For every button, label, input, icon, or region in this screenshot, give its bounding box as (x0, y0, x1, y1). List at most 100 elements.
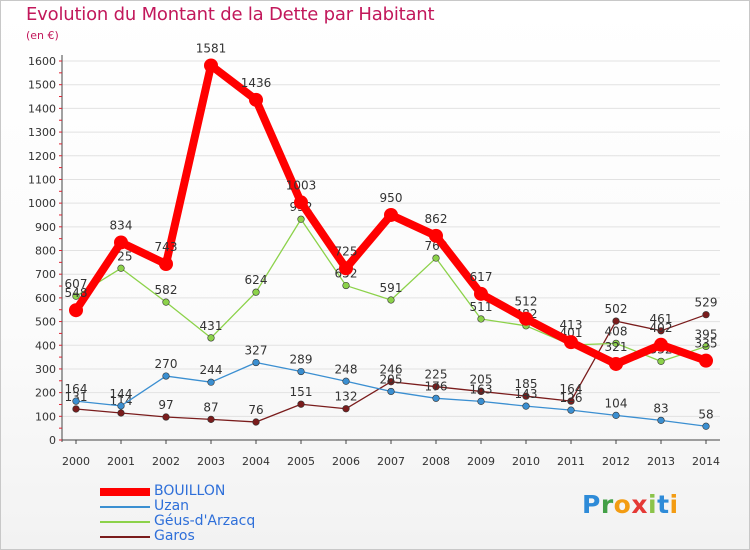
data-point-bouillon (699, 353, 713, 368)
logo-letter: i (669, 490, 679, 519)
legend-label: Uzan (154, 498, 190, 514)
logo-letter: P (582, 490, 601, 519)
legend-swatch (100, 536, 150, 538)
y-tick-label: 900 (35, 221, 56, 234)
data-label-bouillon: 1436 (241, 76, 272, 90)
y-tick-label: 500 (35, 316, 56, 329)
data-point-bouillon (159, 257, 173, 272)
data-label-uzan: 289 (290, 353, 313, 367)
data-point-garos (117, 409, 125, 417)
data-label-bouillon: 413 (560, 318, 583, 332)
data-point-uzan (207, 378, 215, 386)
data-label-uzan: 205 (380, 372, 403, 386)
y-tick-label: 1100 (28, 173, 56, 186)
data-label-uzan: 58 (698, 407, 713, 421)
data-label-bouillon: 862 (425, 212, 448, 226)
data-label-garos: 132 (335, 390, 358, 404)
data-point-bouillon (519, 311, 533, 326)
x-tick-label-2010: 2010 (512, 455, 540, 468)
data-label-uzan: 83 (653, 401, 668, 415)
data-label-garos: 87 (203, 400, 218, 414)
data-point-bouillon (114, 235, 128, 250)
y-tick-label: 1500 (28, 79, 56, 92)
data-point-g-us-d-arzacq (252, 288, 260, 296)
y-axis-unit: (en €) (26, 29, 59, 42)
data-label-uzan: 104 (605, 396, 628, 410)
data-point-garos (72, 405, 80, 413)
x-tick-label-2002: 2002 (152, 455, 180, 468)
data-label-g-us-d-arzacq: 591 (380, 281, 403, 295)
data-point-uzan (702, 422, 710, 430)
data-point-uzan (657, 416, 665, 424)
x-tick-label-2004: 2004 (242, 455, 270, 468)
data-point-g-us-d-arzacq (162, 298, 170, 306)
data-point-bouillon (69, 303, 83, 318)
data-point-uzan (477, 397, 485, 405)
x-tick-label-2000: 2000 (62, 455, 90, 468)
data-label-g-us-d-arzacq: 395 (695, 327, 718, 341)
data-label-bouillon: 743 (155, 240, 178, 254)
data-point-uzan (567, 406, 575, 414)
data-label-g-us-d-arzacq: 408 (605, 324, 628, 338)
data-point-uzan (252, 358, 260, 367)
y-tick-label: 300 (35, 363, 56, 376)
data-point-garos (612, 317, 620, 325)
proxiti-logo: Proxiti (582, 490, 679, 519)
x-tick-label-2001: 2001 (107, 455, 135, 468)
data-point-uzan (342, 377, 350, 385)
y-tick-label: 800 (35, 245, 56, 258)
y-tick-label: 0 (49, 434, 56, 447)
data-label-garos: 97 (158, 398, 173, 412)
data-label-garos: 461 (650, 312, 673, 326)
data-label-garos: 225 (425, 368, 448, 382)
data-label-bouillon: 1003 (286, 178, 317, 192)
x-tick-label-2005: 2005 (287, 455, 315, 468)
data-point-garos (702, 311, 710, 319)
logo-letter: t (657, 490, 670, 519)
x-tick-label-2012: 2012 (602, 455, 630, 468)
y-tick-label: 1400 (28, 102, 56, 115)
data-point-uzan (432, 394, 440, 402)
x-tick-label-2013: 2013 (647, 455, 675, 468)
data-point-g-us-d-arzacq (117, 264, 125, 272)
x-tick-label-2008: 2008 (422, 455, 450, 468)
x-tick-label-2009: 2009 (467, 455, 495, 468)
data-point-uzan (522, 402, 530, 410)
legend-swatch (100, 521, 150, 523)
data-point-garos (477, 387, 485, 396)
data-point-uzan (387, 387, 395, 396)
data-point-garos (207, 415, 215, 423)
data-point-bouillon (654, 337, 668, 352)
y-tick-label: 600 (35, 292, 56, 305)
data-point-g-us-d-arzacq (432, 254, 440, 262)
data-label-g-us-d-arzacq: 582 (155, 283, 178, 297)
x-tick-label-2007: 2007 (377, 455, 405, 468)
data-point-garos (342, 405, 350, 413)
y-tick-label: 1300 (28, 126, 56, 139)
data-point-g-us-d-arzacq (702, 342, 710, 351)
x-tick-label-2014: 2014 (692, 455, 720, 468)
data-label-garos: 246 (380, 363, 403, 377)
data-label-uzan: 270 (155, 357, 178, 371)
data-point-garos (162, 413, 170, 421)
data-point-uzan (297, 367, 305, 376)
data-point-bouillon (474, 286, 488, 301)
data-point-garos (297, 400, 305, 408)
logo-letter: o (613, 490, 632, 519)
data-point-bouillon (609, 356, 623, 371)
data-label-bouillon: 950 (380, 191, 403, 205)
data-point-garos (387, 378, 395, 386)
data-point-garos (657, 327, 665, 335)
y-tick-label: 1600 (28, 55, 56, 68)
data-label-bouillon: 512 (515, 295, 538, 309)
data-point-garos (567, 397, 575, 405)
x-tick-label-2011: 2011 (557, 455, 585, 468)
data-label-uzan: 244 (200, 363, 223, 377)
data-label-garos: 151 (290, 385, 313, 399)
data-point-g-us-d-arzacq (72, 292, 80, 300)
legend-label: BOUILLON (154, 483, 226, 499)
data-label-uzan: 163 (470, 382, 493, 396)
data-point-uzan (72, 397, 80, 405)
data-label-g-us-d-arzacq: 607 (65, 277, 88, 291)
